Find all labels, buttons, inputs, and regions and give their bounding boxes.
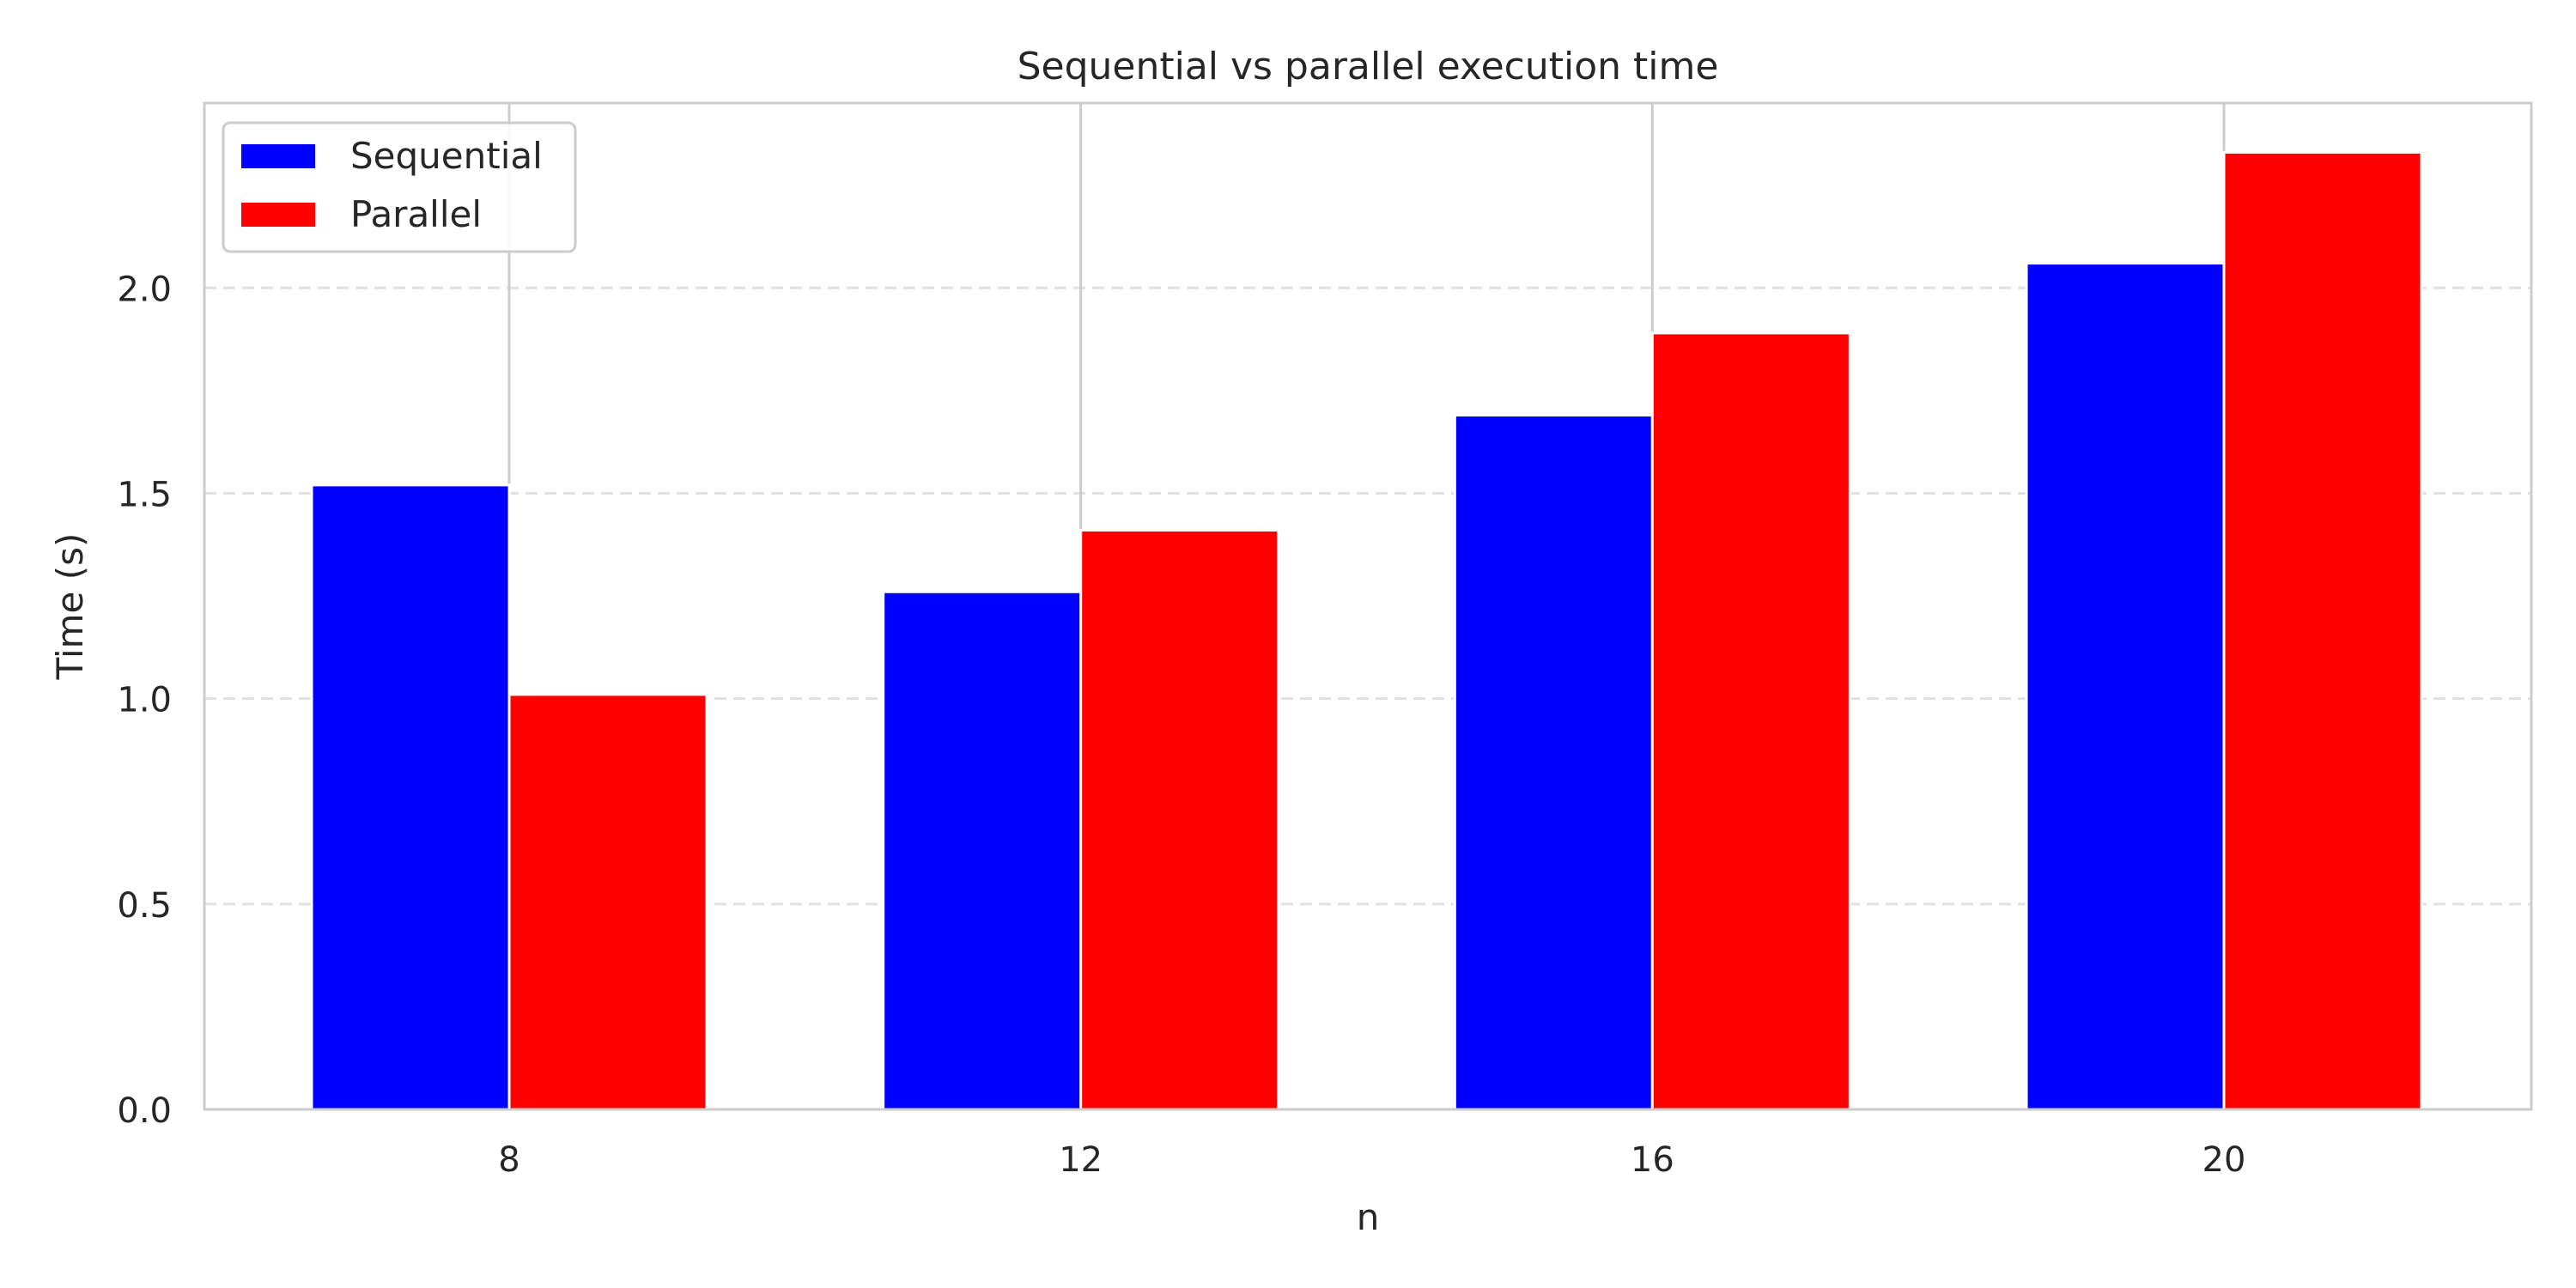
x-tick-label: 16 xyxy=(1631,1140,1674,1180)
y-ticks: 0.0 0.5 1.0 1.5 2.0 xyxy=(117,270,172,1131)
x-tick-label: 8 xyxy=(498,1140,519,1180)
y-tick-label: 0.5 xyxy=(117,886,172,926)
y-tick-label: 2.0 xyxy=(117,270,172,309)
chart-title: Sequential vs parallel execution time xyxy=(1018,45,1719,88)
legend-swatch-parallel xyxy=(241,203,315,227)
bar-parallel-8 xyxy=(507,693,708,1111)
x-axis-label: n xyxy=(1357,1196,1380,1238)
bar-parallel-12 xyxy=(1079,529,1280,1111)
legend-label-parallel: Parallel xyxy=(350,193,482,235)
bar-sequential-16 xyxy=(1453,414,1654,1111)
bar-parallel-20 xyxy=(2222,150,2423,1111)
y-tick-label: 1.0 xyxy=(117,681,172,720)
y-tick-label: 1.5 xyxy=(117,475,172,514)
bar-parallel-16 xyxy=(1650,331,1851,1111)
bar-sequential-12 xyxy=(882,590,1083,1111)
bar-sequential-20 xyxy=(2025,262,2226,1111)
x-tick-label: 20 xyxy=(2202,1140,2246,1180)
y-axis-label: Time (s) xyxy=(49,533,91,681)
legend: Sequential Parallel xyxy=(222,121,577,253)
legend-swatch-sequential xyxy=(241,144,315,168)
y-tick-label: 0.0 xyxy=(117,1091,172,1131)
x-tick-label: 12 xyxy=(1059,1140,1103,1180)
x-ticks: 8 12 16 20 xyxy=(498,1140,2245,1180)
bars xyxy=(310,150,2423,1111)
category-lines xyxy=(507,103,2226,1109)
plot-frame xyxy=(203,101,2533,1111)
bar-sequential-8 xyxy=(310,483,511,1111)
legend-label-sequential: Sequential xyxy=(350,135,543,177)
